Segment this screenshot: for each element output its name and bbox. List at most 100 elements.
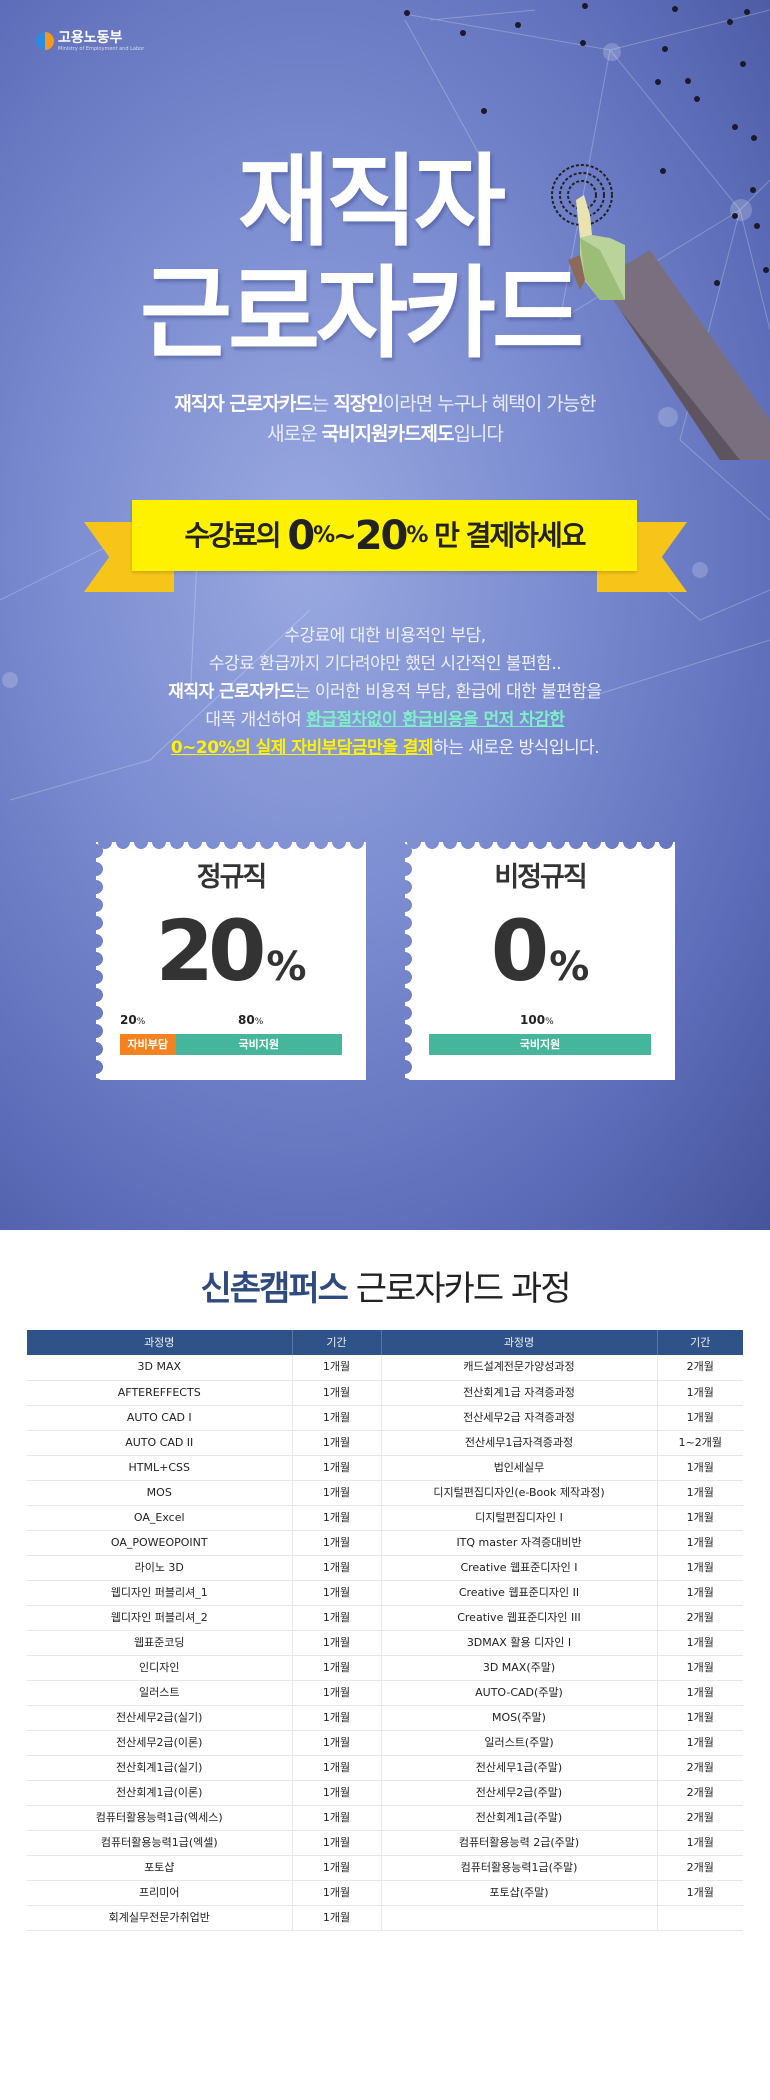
self-pay-segment: 자비부담 bbox=[120, 1034, 176, 1055]
course-duration: 1개월 bbox=[657, 1830, 743, 1856]
course-name: 전산세무2급(이론) bbox=[27, 1730, 293, 1756]
course-name: 컴퓨터활용능력 2급(주말) bbox=[381, 1830, 658, 1856]
course-name: 캐드설계전문가양성과정 bbox=[381, 1355, 658, 1381]
table-row: 컴퓨터활용능력1급(엑세스) 1개월 전산회계1급(주말) 2개월 bbox=[27, 1805, 743, 1831]
course-duration: 2개월 bbox=[657, 1605, 743, 1631]
course-duration: 1개월 bbox=[292, 1405, 382, 1431]
course-duration: 1개월 bbox=[292, 1505, 382, 1531]
course-duration: 1개월 bbox=[657, 1555, 743, 1581]
course-name: 일러스트 bbox=[27, 1680, 293, 1706]
ministry-logo: 고용노동부 Ministry of Employment and Labor bbox=[36, 30, 144, 52]
table-row: 웹표준코딩 1개월 3DMAX 활용 디자인 I 1개월 bbox=[27, 1630, 743, 1656]
course-name: 전산회계1급(이론) bbox=[27, 1780, 293, 1806]
course-name: 컴퓨터활용능력1급(엑셀) bbox=[27, 1830, 293, 1856]
course-name: AUTO-CAD(주말) bbox=[381, 1680, 658, 1706]
table-row: 포토샵 1개월 컴퓨터활용능력1급(주말) 2개월 bbox=[27, 1855, 743, 1881]
course-duration: 1개월 bbox=[657, 1705, 743, 1731]
course-duration: 1개월 bbox=[292, 1480, 382, 1506]
course-duration: 1개월 bbox=[292, 1905, 382, 1931]
course-duration: 1개월 bbox=[657, 1380, 743, 1406]
gov-support-segment: 국비지원 bbox=[175, 1034, 342, 1055]
table-row: 웹디자인 퍼블리셔_1 1개월 Creative 웹표준디자인 II 1개월 bbox=[27, 1580, 743, 1606]
course-name: 포토샵(주말) bbox=[381, 1880, 658, 1906]
table-row: 전산회계1급(이론) 1개월 전산세무2급(주말) 2개월 bbox=[27, 1780, 743, 1806]
course-duration: 1개월 bbox=[292, 1680, 382, 1706]
course-duration: 1개월 bbox=[292, 1380, 382, 1406]
table-row: HTML+CSS 1개월 법인세실무 1개월 bbox=[27, 1455, 743, 1481]
course-duration: 1개월 bbox=[657, 1405, 743, 1431]
course-name: 인디자인 bbox=[27, 1655, 293, 1681]
course-duration: 1개월 bbox=[292, 1805, 382, 1831]
cost-share-bar: 국비지원 bbox=[429, 1034, 651, 1055]
course-name: 전산세무2급 자격증과정 bbox=[381, 1405, 658, 1431]
network-background bbox=[404, 3, 769, 286]
course-duration: 1개월 bbox=[657, 1630, 743, 1656]
course-duration bbox=[657, 1905, 743, 1931]
course-name: 전산세무2급(실기) bbox=[27, 1705, 293, 1731]
course-name: HTML+CSS bbox=[27, 1455, 293, 1481]
description-paragraph: 수강료에 대한 비용적인 부담, 수강료 환급까지 기다려야만 했던 시간적인 … bbox=[168, 626, 602, 758]
table-row: 컴퓨터활용능력1급(엑셀) 1개월 컴퓨터활용능력 2급(주말) 1개월 bbox=[27, 1830, 743, 1856]
course-name: 디지털편집디자인 I bbox=[381, 1505, 658, 1531]
course-name: 전산회계1급(실기) bbox=[27, 1755, 293, 1781]
hero-banner: 고용노동부 Ministry of Employment and Labor 재직… bbox=[0, 0, 770, 1230]
course-name: 프리미어 bbox=[27, 1880, 293, 1906]
course-name: 웹표준코딩 bbox=[27, 1630, 293, 1656]
course-duration: 1개월 bbox=[292, 1880, 382, 1906]
course-name: OA_Excel bbox=[27, 1505, 293, 1531]
course-duration: 1개월 bbox=[292, 1830, 382, 1856]
table-row: 전산세무2급(실기) 1개월 MOS(주말) 1개월 bbox=[27, 1705, 743, 1731]
course-duration: 2개월 bbox=[657, 1855, 743, 1881]
course-duration: 1개월 bbox=[292, 1780, 382, 1806]
course-name: 전산회계1급 자격증과정 bbox=[381, 1380, 658, 1406]
course-duration: 1개월 bbox=[292, 1855, 382, 1881]
course-name: 일러스트(주말) bbox=[381, 1730, 658, 1756]
header-course-name: 과정명 bbox=[381, 1330, 658, 1355]
course-name: 회계실무전문가취업반 bbox=[27, 1905, 293, 1931]
course-duration: 1개월 bbox=[292, 1705, 382, 1731]
course-table: 과정명 기간 과정명 기간 3D MAX 1개월 캐드설계전문가양성과정 2개월 AFT… bbox=[27, 1330, 743, 1931]
course-duration: 1개월 bbox=[657, 1730, 743, 1756]
course-duration: 1개월 bbox=[292, 1355, 382, 1381]
course-name: Creative 웹표준디자인 II bbox=[381, 1580, 658, 1606]
course-name: MOS bbox=[27, 1480, 293, 1506]
course-duration: 1개월 bbox=[292, 1730, 382, 1756]
course-duration: 1개월 bbox=[657, 1505, 743, 1531]
course-duration: 1개월 bbox=[292, 1630, 382, 1656]
course-duration: 1개월 bbox=[657, 1655, 743, 1681]
table-row: AUTO CAD II 1개월 전산세무1급자격증과정 1~2개월 bbox=[27, 1430, 743, 1456]
cost-share-bar: 자비부담 국비지원 bbox=[120, 1034, 342, 1055]
course-duration: 1개월 bbox=[292, 1755, 382, 1781]
table-row: 전산세무2급(이론) 1개월 일러스트(주말) 1개월 bbox=[27, 1730, 743, 1756]
course-duration: 1~2개월 bbox=[657, 1430, 743, 1456]
stamp-regular-worker: 정규직 20% 20% 80% 자비부담 국비지원 bbox=[96, 842, 366, 1080]
table-row: 회계실무전문가취업반 1개월 bbox=[27, 1905, 743, 1931]
discount-ribbon: 수강료의 0% ~20% 만 결제하세요 bbox=[132, 500, 637, 571]
course-name: 전산세무2급(주말) bbox=[381, 1780, 658, 1806]
course-duration: 1개월 bbox=[292, 1530, 382, 1556]
course-name: 디지털편집디자인(e-Book 제작과정) bbox=[381, 1480, 658, 1506]
header-duration: 기간 bbox=[292, 1330, 382, 1355]
course-duration: 2개월 bbox=[657, 1355, 743, 1381]
table-header: 과정명 기간 과정명 기간 bbox=[27, 1330, 743, 1355]
table-row: MOS 1개월 디지털편집디자인(e-Book 제작과정) 1개월 bbox=[27, 1480, 743, 1506]
course-duration: 1개월 bbox=[292, 1605, 382, 1631]
logo-subtext: Ministry of Employment and Labor bbox=[58, 46, 145, 52]
course-duration: 1개월 bbox=[657, 1530, 743, 1556]
table-row: 전산회계1급(실기) 1개월 전산세무1급(주말) 2개월 bbox=[27, 1755, 743, 1781]
table-row: 웹디자인 퍼블리셔_2 1개월 Creative 웹표준디자인 III 2개월 bbox=[27, 1605, 743, 1631]
course-duration: 1개월 bbox=[657, 1580, 743, 1606]
course-duration: 2개월 bbox=[657, 1805, 743, 1831]
gov-support-segment: 국비지원 bbox=[429, 1034, 651, 1055]
header-course-name: 과정명 bbox=[27, 1330, 293, 1355]
table-row: AFTEREFFECTS 1개월 전산회계1급 자격증과정 1개월 bbox=[27, 1380, 743, 1406]
course-name: 3D MAX bbox=[27, 1355, 293, 1381]
course-duration: 1개월 bbox=[292, 1430, 382, 1456]
course-duration: 2개월 bbox=[657, 1755, 743, 1781]
course-duration: 1개월 bbox=[292, 1555, 382, 1581]
course-name: 전산회계1급(주말) bbox=[381, 1805, 658, 1831]
table-row: OA_POWEOPOINT 1개월 ITQ master 자격증대비반 1개월 bbox=[27, 1530, 743, 1556]
course-name: 라이노 3D bbox=[27, 1555, 293, 1581]
table-row: 3D MAX 1개월 캐드설계전문가양성과정 2개월 bbox=[27, 1355, 743, 1381]
course-name: AUTO CAD I bbox=[27, 1405, 293, 1431]
